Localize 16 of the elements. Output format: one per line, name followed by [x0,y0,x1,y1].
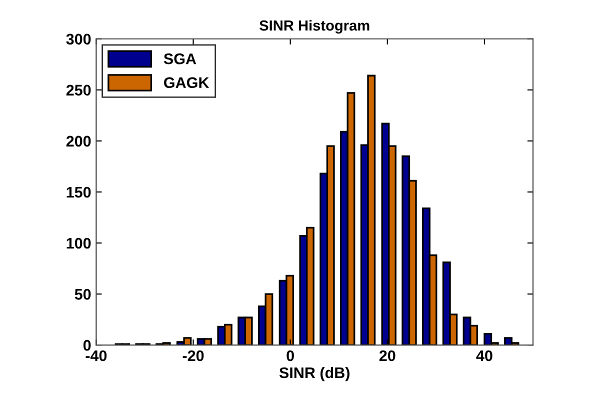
x-tick-label: 20 [379,350,396,362]
x-tick-label: -20 [182,350,204,362]
x-axis-title: SINR (dB) [279,366,350,382]
y-tick-label: 50 [74,288,91,300]
legend-label: GAGK [164,77,210,88]
y-tick-label: 100 [66,238,91,249]
x-tick-label: -40 [86,350,107,362]
legend-label: SGA [164,53,196,64]
chart-title: SINR Histogram [260,20,370,34]
y-tick-label: 0 [83,340,91,351]
y-tick-label: 250 [66,84,91,96]
x-tick-label: 40 [476,350,492,362]
y-tick-label: 150 [66,186,91,198]
y-tick-label: 300 [66,34,91,45]
x-tick-label: 0 [286,350,294,362]
y-tick-label: 200 [66,136,91,147]
